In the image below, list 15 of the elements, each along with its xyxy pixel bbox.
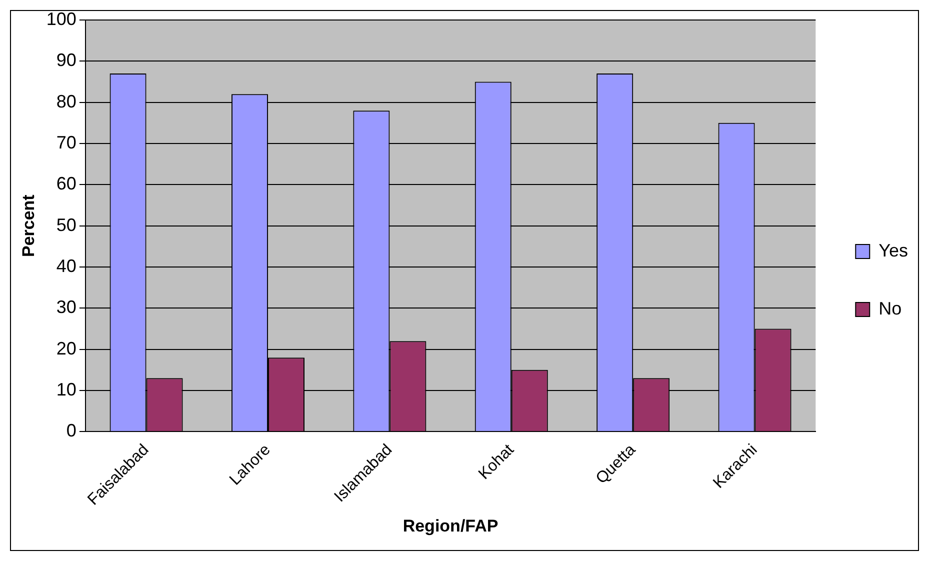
y-tick-label: 90 (56, 50, 76, 70)
y-tick-label: 30 (56, 297, 76, 318)
y-tick-label: 100 (46, 8, 76, 29)
x-axis-title: Region/FAP (402, 516, 498, 536)
y-tick-label: 60 (56, 174, 76, 194)
y-axis-title: Percent (18, 194, 38, 258)
y-tick-label: 50 (56, 214, 76, 235)
y-tick-label: 0 (66, 420, 76, 441)
y-tick-label: 80 (56, 91, 76, 112)
y-tick-label: 70 (56, 132, 76, 152)
legend-label: No (878, 298, 902, 318)
legend-label: Yes (878, 240, 908, 260)
y-tick-label: 40 (56, 256, 76, 276)
y-tick-label: 20 (56, 338, 76, 358)
y-tick-label: 10 (56, 379, 76, 400)
